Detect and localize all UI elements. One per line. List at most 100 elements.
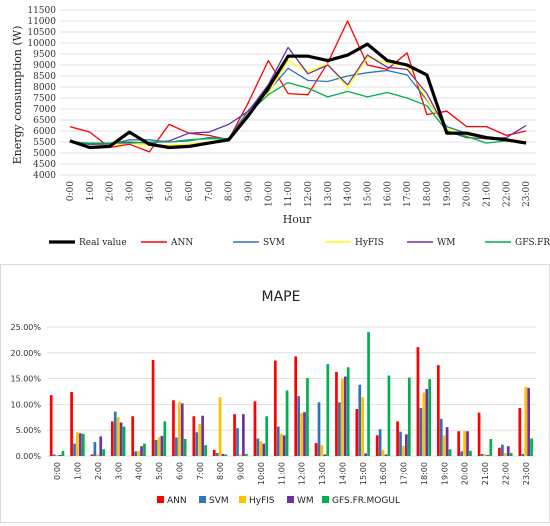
bar <box>317 402 321 456</box>
bar <box>236 428 239 456</box>
bar <box>448 449 452 456</box>
legend-swatch <box>322 496 329 503</box>
x-tick-label: 5:00 <box>165 181 175 201</box>
bar <box>480 453 484 456</box>
x-tick-label: 4:00 <box>135 462 144 480</box>
y-tick-label: 9000 <box>33 61 56 71</box>
bar-chart-panel: MAPE 0.00% 5.00% 10.00% 15.00% 20.00% 25.00% … <box>0 264 550 523</box>
line-chart-panel: 4000 4500 5000 5500 6000 6500 7000 7500 8000 8500… <box>0 0 550 262</box>
bar <box>483 453 487 456</box>
y-tick-label: 7000 <box>33 105 56 115</box>
bar <box>218 397 222 456</box>
bar <box>113 411 117 456</box>
y-tick-label: 5.00% <box>16 426 42 435</box>
y-tick-label: 8500 <box>33 72 56 82</box>
bar <box>198 424 202 456</box>
legend-label: WM <box>437 238 455 248</box>
bar <box>273 360 277 456</box>
x-tick-label: 0:00 <box>66 181 76 201</box>
line-chart: 4000450050005500600065007000750080008500… <box>11 6 550 248</box>
bar <box>233 414 236 456</box>
bar <box>399 431 402 456</box>
x-tick-label: 15:00 <box>359 462 368 485</box>
bar <box>265 416 269 456</box>
x-tick-label: 2:00 <box>106 181 116 201</box>
bar <box>180 403 184 456</box>
bar <box>102 449 106 456</box>
bar <box>422 392 426 456</box>
legend-swatch <box>287 496 294 503</box>
bar <box>346 367 350 456</box>
bar <box>192 416 196 456</box>
x-tick-label: 14:00 <box>338 462 347 485</box>
bar <box>378 429 382 456</box>
bar <box>55 454 59 456</box>
bar-chart-grid <box>47 326 536 457</box>
bar <box>361 397 365 456</box>
y-tick-label: 4000 <box>33 171 56 181</box>
y-tick-label: 8000 <box>33 83 56 93</box>
y-tick-label: 25.00% <box>10 323 41 332</box>
bar <box>244 453 248 456</box>
x-tick-label: 18:00 <box>423 181 433 207</box>
x-tick-label: 2:00 <box>94 462 103 480</box>
bar <box>172 400 175 456</box>
x-tick-label: 8:00 <box>225 181 235 201</box>
bar-chart-legend: ANN SVM HyFIS WM GFS.FR.MOGUL <box>157 496 400 506</box>
x-tick-label: 4:00 <box>145 181 155 201</box>
bar <box>439 418 443 456</box>
bar <box>457 431 461 456</box>
bar <box>175 437 178 456</box>
bar <box>195 432 199 456</box>
y-tick-label: 11500 <box>27 6 56 16</box>
bar <box>294 356 298 456</box>
bar <box>489 438 493 456</box>
bar <box>509 452 513 456</box>
bar <box>503 452 507 456</box>
bar <box>338 402 341 456</box>
bar <box>297 396 300 456</box>
bar <box>381 449 385 456</box>
bar <box>154 440 158 456</box>
y-tick-label: 4500 <box>33 160 56 170</box>
legend-label: GFS.FR.MOGUL <box>332 496 400 506</box>
bar <box>177 401 181 456</box>
bar <box>279 433 283 456</box>
y-tick-label: 5500 <box>33 138 56 148</box>
x-tick-label: 1:00 <box>74 462 83 480</box>
bar <box>326 364 330 456</box>
bar <box>282 435 286 456</box>
bar <box>306 378 309 456</box>
bar-chart-bars <box>49 332 533 456</box>
line-chart-x-axis-title: Hour <box>283 213 312 226</box>
line-chart-grid <box>60 9 536 176</box>
bar <box>530 438 533 456</box>
x-tick-label: 7:00 <box>196 462 205 480</box>
bar <box>416 347 420 456</box>
legend-label: SVM <box>209 496 229 506</box>
bar <box>407 377 411 456</box>
bar <box>183 438 187 456</box>
bar <box>215 452 219 456</box>
bar <box>436 365 440 456</box>
series-line <box>69 67 527 145</box>
bar <box>151 360 155 456</box>
bar <box>242 414 245 456</box>
x-tick-label: 13:00 <box>324 181 334 207</box>
x-tick-label: 14:00 <box>344 181 354 207</box>
x-tick-label: 6:00 <box>175 462 184 480</box>
x-tick-label: 21:00 <box>482 181 492 207</box>
bar <box>140 446 143 456</box>
bar <box>90 454 94 456</box>
bar <box>253 401 257 456</box>
bar <box>259 441 263 456</box>
x-tick-label: 3:00 <box>114 462 123 480</box>
x-tick-label: 23:00 <box>522 462 531 485</box>
bar <box>343 376 347 456</box>
bar <box>212 449 216 456</box>
y-tick-label: 7500 <box>33 94 56 104</box>
x-tick-label: 21:00 <box>481 462 490 485</box>
bar <box>364 453 367 456</box>
bar <box>501 444 504 456</box>
x-tick-label: 10:00 <box>257 462 266 485</box>
